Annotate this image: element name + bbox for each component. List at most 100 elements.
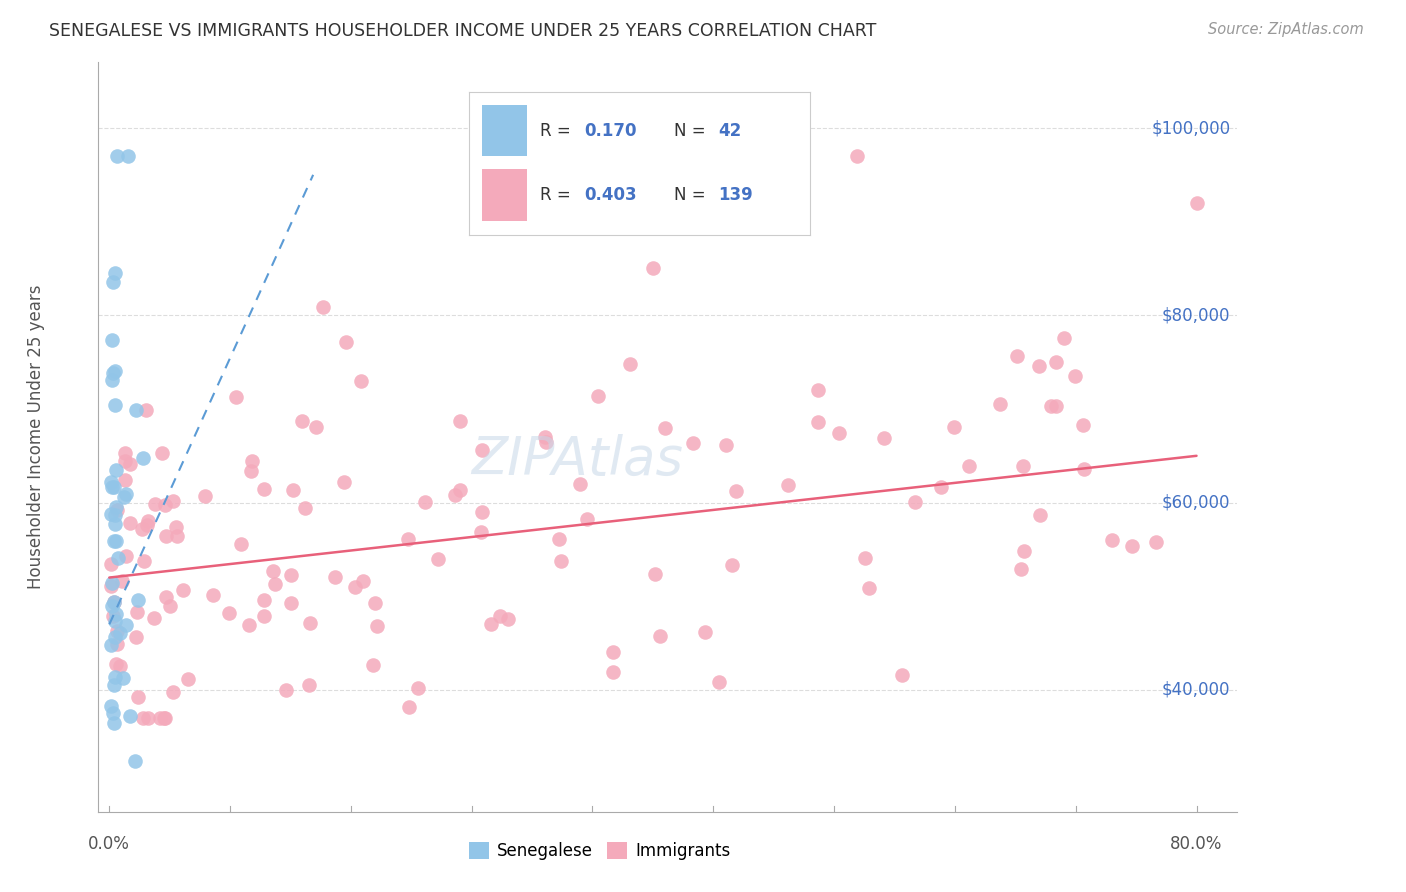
Point bbox=[101, 599, 124, 613]
Point bbox=[105, 149, 128, 163]
Point bbox=[135, 403, 157, 417]
Point bbox=[1185, 195, 1208, 210]
Point bbox=[112, 490, 135, 504]
Point bbox=[716, 438, 738, 452]
Point bbox=[427, 551, 450, 566]
Point bbox=[240, 454, 263, 468]
Point bbox=[534, 434, 557, 449]
Point bbox=[136, 517, 159, 532]
Point bbox=[471, 443, 494, 458]
Legend: Senegalese, Immigrants: Senegalese, Immigrants bbox=[463, 836, 737, 867]
Point bbox=[644, 567, 666, 582]
Point bbox=[312, 301, 335, 315]
Point bbox=[1028, 359, 1050, 373]
Point bbox=[111, 574, 134, 588]
Point bbox=[1045, 399, 1067, 413]
Point bbox=[194, 489, 217, 503]
Point bbox=[107, 550, 129, 565]
Point bbox=[725, 484, 748, 499]
Point bbox=[1007, 349, 1029, 363]
Point bbox=[361, 658, 384, 673]
Point bbox=[1029, 508, 1052, 522]
Point bbox=[104, 500, 127, 515]
Point bbox=[153, 498, 176, 512]
Point bbox=[1040, 400, 1063, 414]
Point bbox=[481, 617, 503, 632]
Point bbox=[586, 389, 609, 403]
Point bbox=[100, 507, 122, 521]
Point bbox=[858, 581, 880, 595]
Point bbox=[105, 503, 128, 517]
Point bbox=[489, 609, 512, 624]
Point bbox=[1012, 543, 1035, 558]
Point bbox=[104, 463, 127, 477]
Point bbox=[641, 261, 664, 276]
Point bbox=[1144, 534, 1167, 549]
Point bbox=[114, 446, 136, 460]
Point bbox=[103, 614, 125, 628]
Point bbox=[305, 420, 328, 434]
Point bbox=[602, 665, 624, 680]
Point bbox=[682, 435, 704, 450]
Point bbox=[132, 711, 155, 725]
Point bbox=[124, 754, 146, 768]
Point bbox=[263, 576, 285, 591]
Point bbox=[294, 500, 316, 515]
Point bbox=[443, 488, 465, 502]
Point bbox=[131, 522, 153, 536]
Point bbox=[853, 551, 876, 566]
Point bbox=[569, 476, 592, 491]
Point bbox=[1063, 368, 1085, 383]
Point bbox=[1101, 533, 1123, 547]
Point bbox=[100, 333, 122, 347]
Point bbox=[125, 630, 148, 644]
Point bbox=[280, 595, 302, 609]
Point bbox=[253, 593, 276, 607]
Point bbox=[807, 415, 830, 429]
Point bbox=[100, 579, 122, 593]
Point bbox=[449, 414, 471, 428]
Point bbox=[100, 639, 122, 653]
Point bbox=[602, 645, 624, 659]
Point bbox=[153, 711, 176, 725]
Text: $100,000: $100,000 bbox=[1152, 119, 1230, 137]
Point bbox=[720, 558, 742, 572]
Point bbox=[398, 700, 420, 714]
Point bbox=[807, 383, 830, 397]
Point bbox=[155, 590, 177, 604]
Point bbox=[115, 549, 138, 563]
Point bbox=[1053, 331, 1076, 345]
Point bbox=[136, 514, 159, 528]
Point bbox=[120, 709, 142, 723]
Point bbox=[1121, 539, 1143, 553]
Point bbox=[165, 520, 187, 534]
Point bbox=[709, 674, 731, 689]
Point bbox=[929, 480, 952, 494]
Point bbox=[166, 529, 188, 543]
Point bbox=[943, 419, 966, 434]
Point bbox=[776, 478, 799, 492]
Point bbox=[959, 458, 981, 473]
Point bbox=[145, 497, 167, 511]
Point bbox=[150, 446, 173, 460]
Point bbox=[366, 619, 388, 633]
Point bbox=[101, 275, 124, 289]
Point bbox=[159, 599, 181, 614]
Point bbox=[262, 564, 284, 578]
Point bbox=[413, 495, 436, 509]
Point bbox=[891, 668, 914, 682]
Point bbox=[101, 609, 124, 624]
Point bbox=[904, 495, 927, 509]
Point bbox=[103, 480, 125, 494]
Point bbox=[396, 532, 419, 546]
Point bbox=[103, 594, 125, 608]
Text: 0.0%: 0.0% bbox=[89, 835, 131, 853]
Point bbox=[120, 516, 142, 530]
Point bbox=[162, 494, 184, 508]
Point bbox=[229, 537, 252, 551]
Point bbox=[845, 149, 868, 163]
Point bbox=[125, 605, 148, 619]
Point bbox=[104, 657, 127, 672]
Point bbox=[149, 711, 172, 725]
Point bbox=[115, 617, 138, 632]
